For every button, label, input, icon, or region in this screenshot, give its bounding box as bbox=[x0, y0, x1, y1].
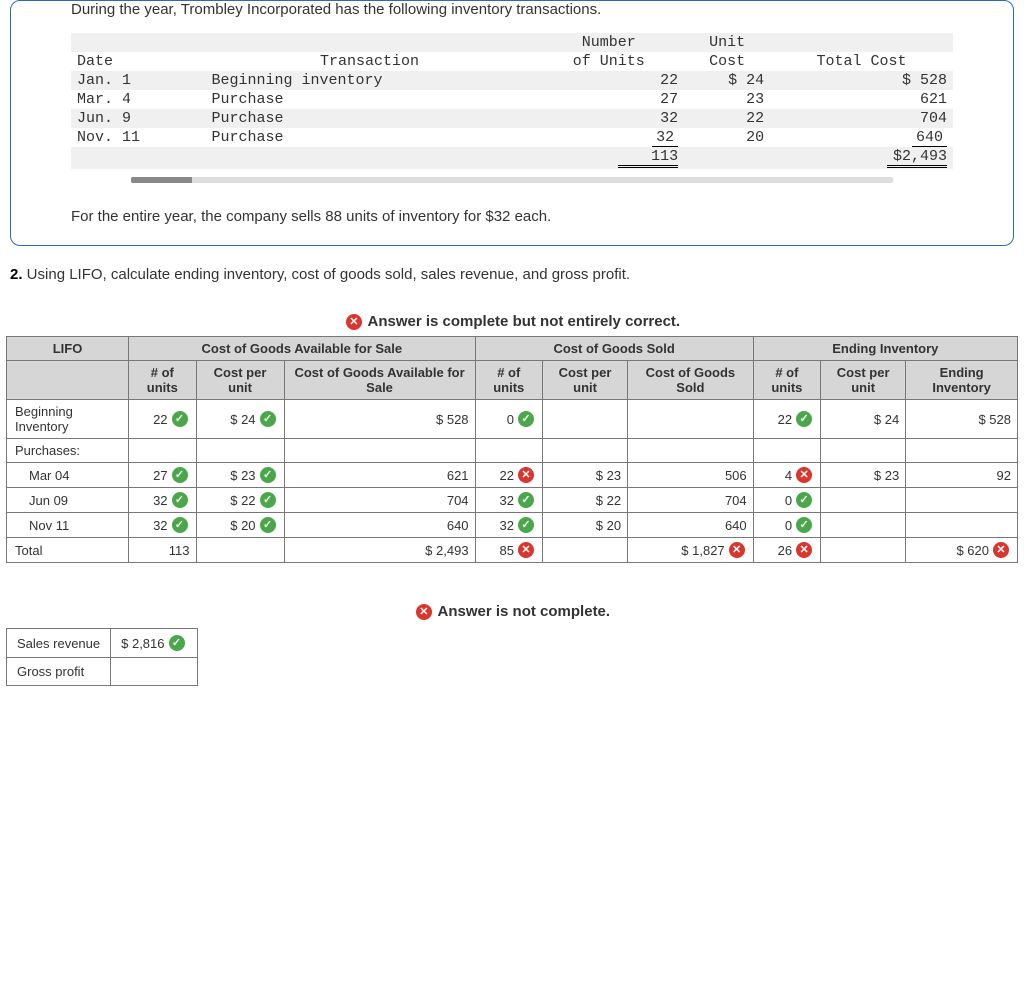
check-icon: ✓ bbox=[172, 517, 188, 533]
ws-row-begin: Beginning Inventory 22✓ $ 24✓ $ 528 0✓ 2… bbox=[7, 400, 1018, 439]
question-box: During the year, Trombley Incorporated h… bbox=[10, 0, 1014, 246]
col-units-l2: of Units bbox=[534, 52, 685, 71]
x-icon: ✕ bbox=[346, 314, 362, 330]
x-icon: ✕ bbox=[796, 542, 812, 558]
check-icon: ✓ bbox=[260, 517, 276, 533]
col-cost-l2: Cost bbox=[684, 52, 770, 71]
check-icon: ✓ bbox=[518, 492, 534, 508]
ws-h-units2: # of units bbox=[475, 361, 542, 400]
col-txn: Transaction bbox=[205, 52, 533, 71]
gross-profit-value[interactable] bbox=[111, 658, 197, 686]
sales-revenue-value[interactable]: $ 2,816 bbox=[121, 636, 164, 651]
transactions-table: Number Unit Date Transaction of Units Co… bbox=[71, 33, 953, 183]
check-icon: ✓ bbox=[518, 411, 534, 427]
ws-h-cgafs: Cost of Goods Available for Sale bbox=[284, 361, 475, 400]
ws-h-cpu3: Cost per unit bbox=[821, 361, 906, 400]
x-icon: ✕ bbox=[518, 542, 534, 558]
check-icon: ✓ bbox=[169, 635, 185, 651]
ws-h-ei: Ending Inventory bbox=[906, 361, 1018, 400]
ws-row-purchases: Purchases: bbox=[7, 439, 1018, 463]
x-icon: ✕ bbox=[993, 542, 1009, 558]
table-row: Nov. 11 Purchase 32 20 640 bbox=[71, 128, 953, 147]
ws-h-cogs: Cost of Goods Sold bbox=[628, 361, 754, 400]
check-icon: ✓ bbox=[260, 492, 276, 508]
ws-row-total: Total 113 $ 2,493 85✕ $ 1,827✕ 26✕ $ 620… bbox=[7, 538, 1018, 563]
x-icon: ✕ bbox=[729, 542, 745, 558]
col-cost-l1: Unit bbox=[684, 33, 770, 52]
x-icon: ✕ bbox=[416, 604, 432, 620]
ws-row-nov: Nov 11 32✓ $ 20✓ 640 32✓ $ 20 640 0✓ bbox=[7, 513, 1018, 538]
question-2-prompt: 2. Using LIFO, calculate ending inventor… bbox=[10, 266, 1014, 283]
check-icon: ✓ bbox=[260, 411, 276, 427]
x-icon: ✕ bbox=[796, 467, 812, 483]
ws-group-cgafs: Cost of Goods Available for Sale bbox=[129, 337, 475, 361]
x-icon: ✕ bbox=[518, 467, 534, 483]
check-icon: ✓ bbox=[518, 517, 534, 533]
intro-text: During the year, Trombley Incorporated h… bbox=[11, 1, 1013, 33]
q2-number: 2. bbox=[10, 266, 23, 283]
sales-revenue-label: Sales revenue bbox=[7, 629, 111, 658]
check-icon: ✓ bbox=[172, 467, 188, 483]
check-icon: ✓ bbox=[172, 411, 188, 427]
q2-text: Using LIFO, calculate ending inventory, … bbox=[23, 266, 631, 283]
table-row: Jun. 9 Purchase 32 22 704 bbox=[71, 109, 953, 128]
banner1-text: Answer is complete but not entirely corr… bbox=[368, 313, 681, 330]
gross-profit-label: Gross profit bbox=[7, 658, 111, 686]
sub-text: For the entire year, the company sells 8… bbox=[11, 193, 1013, 225]
ws-group-cogs: Cost of Goods Sold bbox=[475, 337, 753, 361]
ws-h-cpu2: Cost per unit bbox=[542, 361, 627, 400]
col-total: Total Cost bbox=[770, 52, 953, 71]
table-total-row: 113 $2,493 bbox=[71, 147, 953, 169]
check-icon: ✓ bbox=[172, 492, 188, 508]
lifo-worksheet: LIFO Cost of Goods Available for Sale Co… bbox=[6, 336, 1018, 563]
summary-table: Sales revenue $ 2,816 ✓ Gross profit bbox=[6, 628, 198, 686]
banner2-text: Answer is not complete. bbox=[438, 603, 611, 620]
ws-row-mar: Mar 04 27✓ $ 23✓ 621 22✕ $ 23 506 4✕ $ 2… bbox=[7, 463, 1018, 488]
ws-h-units1: # of units bbox=[129, 361, 196, 400]
table-row: Jan. 1 Beginning inventory 22 $ 24 $ 528 bbox=[71, 71, 953, 90]
ws-group-ei: Ending Inventory bbox=[753, 337, 1017, 361]
summary-row-sales: Sales revenue $ 2,816 ✓ bbox=[7, 629, 198, 658]
scroll-indicator[interactable] bbox=[131, 177, 893, 183]
ws-lifo-head: LIFO bbox=[7, 337, 129, 361]
ws-h-units3: # of units bbox=[753, 361, 820, 400]
table-row: Mar. 4 Purchase 27 23 621 bbox=[71, 90, 953, 109]
summary-row-gross: Gross profit bbox=[7, 658, 198, 686]
feedback-banner-1: ✕ Answer is complete but not entirely co… bbox=[0, 303, 1024, 336]
check-icon: ✓ bbox=[796, 492, 812, 508]
feedback-banner-2: ✕ Answer is not complete. bbox=[0, 563, 1024, 628]
col-date: Date bbox=[71, 52, 205, 71]
check-icon: ✓ bbox=[260, 467, 276, 483]
ws-h-cpu1: Cost per unit bbox=[196, 361, 284, 400]
ws-row-jun: Jun 09 32✓ $ 22✓ 704 32✓ $ 22 704 0✓ bbox=[7, 488, 1018, 513]
col-units-l1: Number bbox=[534, 33, 685, 52]
check-icon: ✓ bbox=[796, 517, 812, 533]
check-icon: ✓ bbox=[796, 411, 812, 427]
